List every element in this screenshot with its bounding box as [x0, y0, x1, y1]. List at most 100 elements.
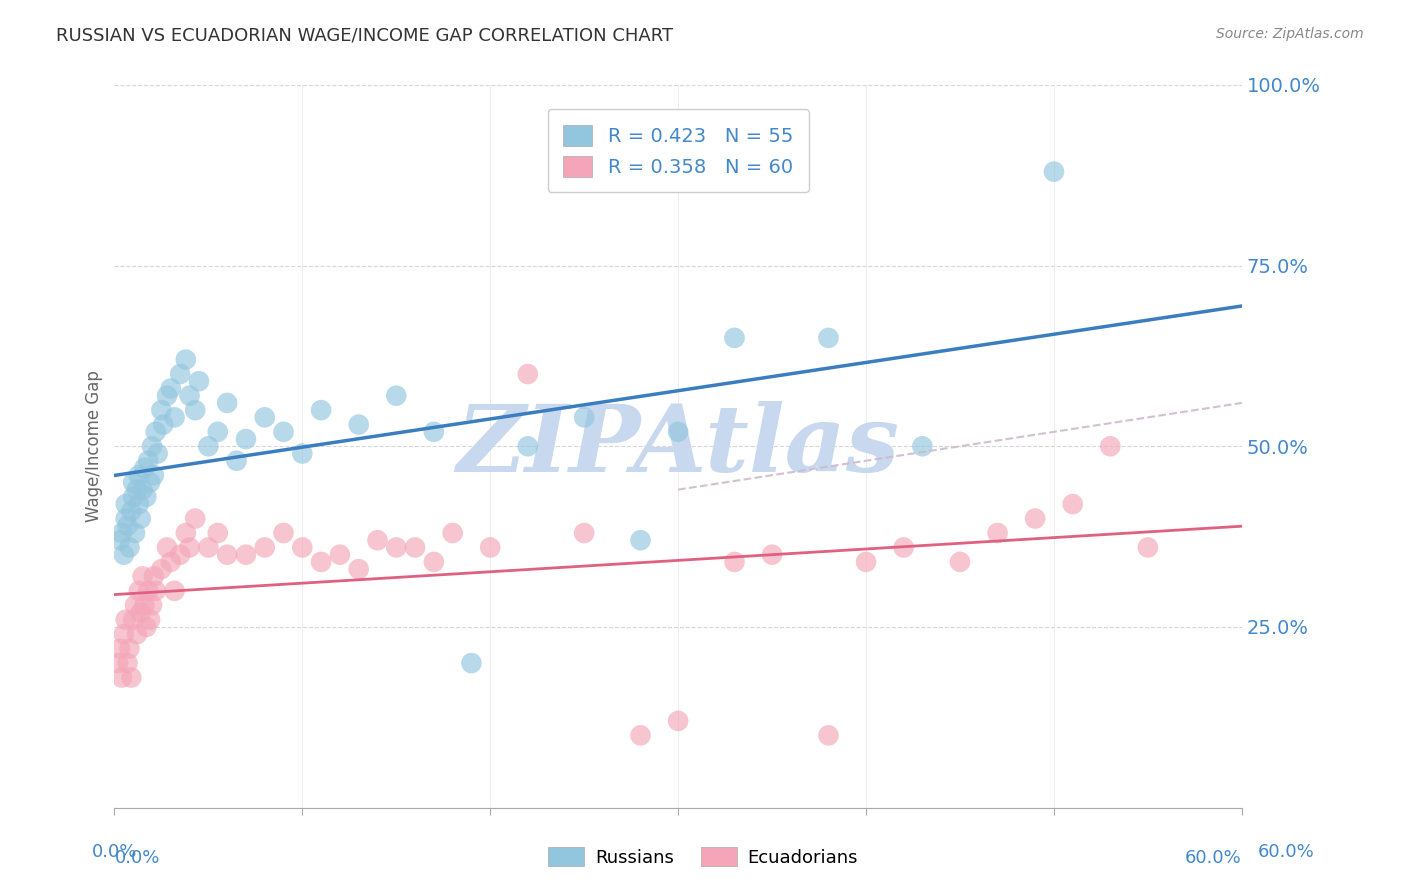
Point [291, 541, 314, 555]
Point [516, 367, 538, 381]
Point [630, 533, 652, 548]
Point [273, 526, 295, 541]
Point [124, 526, 146, 541]
Point [141, 439, 163, 453]
Point [911, 439, 934, 453]
Point [949, 555, 972, 569]
Point [163, 410, 186, 425]
Point [129, 606, 152, 620]
Point [1062, 497, 1084, 511]
Point [118, 641, 141, 656]
Point [108, 641, 131, 656]
Legend: Russians, Ecuadorians: Russians, Ecuadorians [540, 840, 866, 874]
Text: 0.0%: 0.0% [114, 849, 160, 867]
Point [117, 656, 139, 670]
Point [207, 425, 229, 439]
Point [169, 367, 191, 381]
Point [125, 483, 148, 497]
Point [108, 533, 131, 548]
Point [423, 555, 446, 569]
Point [135, 490, 157, 504]
Point [630, 728, 652, 742]
Point [666, 425, 689, 439]
Point [169, 548, 191, 562]
Point [122, 490, 145, 504]
Point [423, 425, 446, 439]
Point [309, 555, 332, 569]
Point [1024, 511, 1046, 525]
Point [253, 410, 276, 425]
Point [111, 526, 134, 541]
Point [217, 396, 239, 410]
Point [273, 425, 295, 439]
Point [114, 511, 136, 525]
Point [572, 410, 595, 425]
Text: 0.0%: 0.0% [91, 843, 136, 861]
Point [723, 555, 745, 569]
Point [404, 541, 426, 555]
Point [366, 533, 388, 548]
Point [479, 541, 502, 555]
Point [385, 541, 408, 555]
Point [235, 432, 257, 446]
Point [441, 526, 464, 541]
Point [817, 331, 839, 345]
Point [131, 569, 153, 583]
Point [723, 331, 745, 345]
Legend: R = 0.423   N = 55, R = 0.358   N = 60: R = 0.423 N = 55, R = 0.358 N = 60 [547, 109, 808, 193]
Point [150, 562, 173, 576]
Point [184, 403, 207, 417]
Point [855, 555, 877, 569]
Point [163, 583, 186, 598]
Point [197, 439, 219, 453]
Point [156, 541, 179, 555]
Point [893, 541, 915, 555]
Point [666, 714, 689, 728]
Point [125, 627, 148, 641]
Point [197, 541, 219, 555]
Point [207, 526, 229, 541]
Point [120, 671, 142, 685]
Point [131, 483, 153, 497]
Point [174, 352, 197, 367]
Point [122, 613, 145, 627]
Point [152, 417, 174, 432]
Point [347, 417, 370, 432]
Point [253, 541, 276, 555]
Point [136, 583, 159, 598]
Point [128, 468, 150, 483]
Point [460, 656, 482, 670]
Point [128, 583, 150, 598]
Point [572, 526, 595, 541]
Text: RUSSIAN VS ECUADORIAN WAGE/INCOME GAP CORRELATION CHART: RUSSIAN VS ECUADORIAN WAGE/INCOME GAP CO… [56, 27, 673, 45]
Point [188, 374, 211, 388]
Point [347, 562, 370, 576]
Point [1136, 541, 1159, 555]
Point [1099, 439, 1122, 453]
Point [179, 389, 201, 403]
Point [142, 468, 165, 483]
Point [817, 728, 839, 742]
Point [124, 599, 146, 613]
Point [145, 583, 167, 598]
Y-axis label: Wage/Income Gap: Wage/Income Gap [86, 370, 103, 522]
Point [141, 599, 163, 613]
Point [134, 599, 156, 613]
Text: ZIPAtlas: ZIPAtlas [457, 401, 900, 491]
Point [142, 569, 165, 583]
Point [761, 548, 783, 562]
Text: 60.0%: 60.0% [1258, 843, 1315, 861]
Point [184, 511, 207, 525]
Point [107, 656, 129, 670]
Point [145, 425, 167, 439]
Point [235, 548, 257, 562]
Point [225, 454, 247, 468]
Point [111, 671, 134, 685]
Point [159, 555, 181, 569]
Point [128, 497, 150, 511]
Point [385, 389, 408, 403]
Point [136, 454, 159, 468]
Point [118, 541, 141, 555]
Point [291, 446, 314, 460]
Point [134, 461, 156, 475]
